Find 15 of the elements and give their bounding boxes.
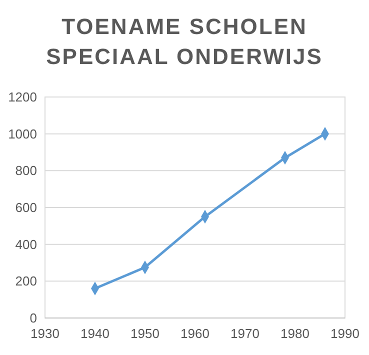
y-tick-label: 400 bbox=[15, 236, 37, 252]
y-tick-label: 1200 bbox=[8, 90, 37, 105]
y-tick-label: 0 bbox=[30, 310, 37, 326]
y-tick-label: 1000 bbox=[8, 126, 37, 142]
x-tick-label: 1940 bbox=[80, 326, 110, 341]
x-tick-label: 1970 bbox=[230, 326, 260, 341]
y-tick-label: 200 bbox=[15, 274, 37, 289]
x-tick-label: 1980 bbox=[280, 326, 310, 341]
x-tick-label: 1930 bbox=[30, 326, 60, 341]
x-tick-label: 1950 bbox=[130, 326, 160, 341]
y-tick-label: 800 bbox=[15, 163, 37, 178]
x-tick-label: 1960 bbox=[180, 326, 210, 341]
x-tick-label: 1990 bbox=[330, 326, 360, 341]
y-tick-label: 600 bbox=[15, 200, 37, 216]
chart-title: TOENAME SCHOLEN SPECIAAL ONDERWIJS bbox=[46, 14, 323, 69]
